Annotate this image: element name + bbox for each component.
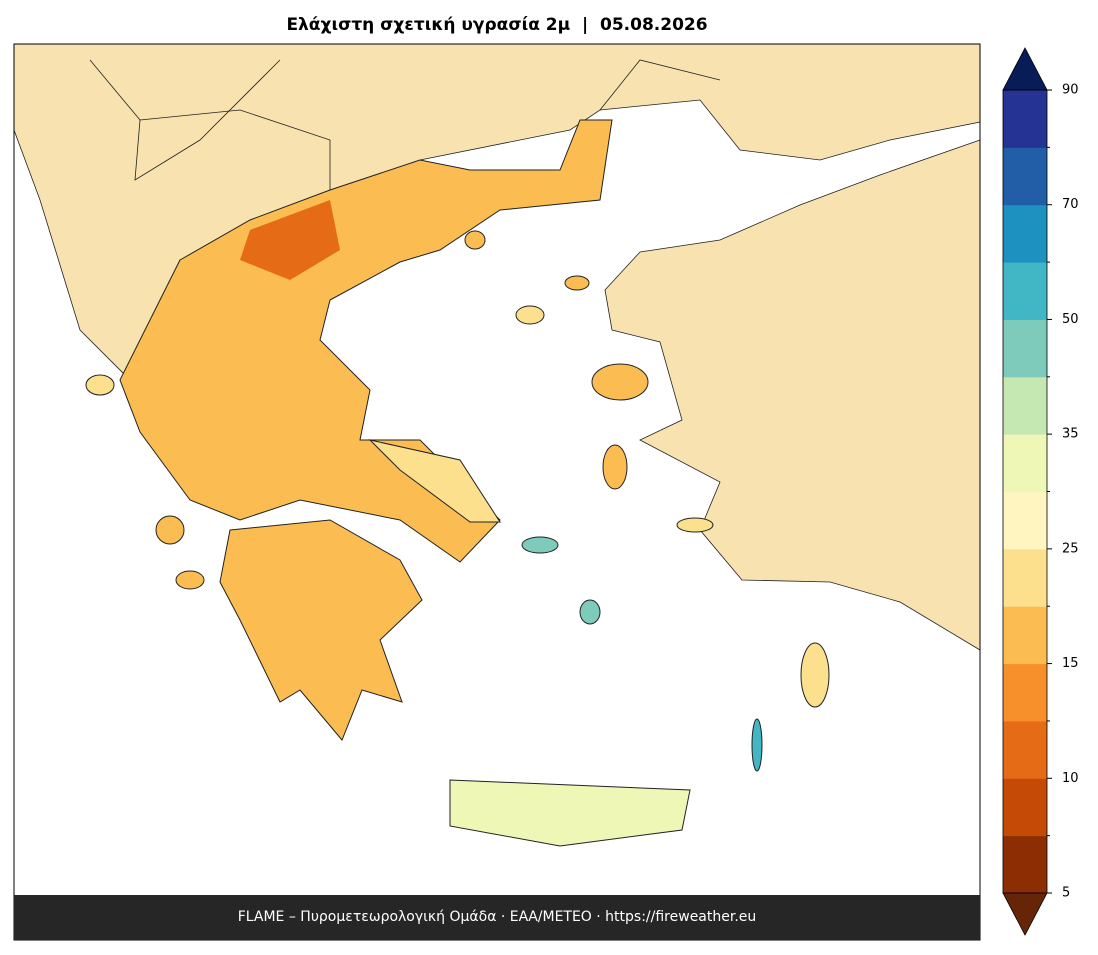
colorbar-segment bbox=[1003, 262, 1047, 320]
colorbar-segment bbox=[1003, 491, 1047, 550]
border bbox=[89, 59, 281, 181]
colorbar-segment bbox=[1003, 204, 1047, 263]
colorbar-segment bbox=[1003, 835, 1047, 894]
map-title: Ελάχιστη σχετική υγρασία 2μ | 05.08.2026 bbox=[286, 15, 707, 35]
island bbox=[602, 444, 628, 490]
mainland bbox=[119, 119, 613, 563]
colorbar-tick-label: 90 bbox=[1062, 83, 1079, 98]
border bbox=[139, 109, 331, 190]
colorbar-segment bbox=[1003, 778, 1047, 837]
colorbar-extend-low bbox=[1002, 892, 1048, 936]
colorbar-segment bbox=[1003, 720, 1047, 779]
colorbar-tick-label: 35 bbox=[1062, 427, 1079, 442]
island bbox=[564, 275, 590, 291]
colorbar-tick-label: 15 bbox=[1062, 656, 1079, 671]
map: FLAME – Πυρομετεωρολογική Ομάδα · ΕΑΑ/ME… bbox=[13, 43, 981, 941]
colorbar-segment bbox=[1003, 319, 1047, 378]
island bbox=[155, 515, 185, 545]
island bbox=[591, 363, 649, 401]
island bbox=[751, 718, 763, 772]
colorbar-tick-label: 5 bbox=[1062, 886, 1070, 901]
colorbar-tick-label: 50 bbox=[1062, 312, 1079, 327]
colorbar-tick-label: 10 bbox=[1062, 771, 1079, 786]
land-east bbox=[604, 139, 981, 651]
island bbox=[521, 536, 559, 554]
island bbox=[579, 599, 601, 625]
colorbar-segment bbox=[1003, 376, 1047, 435]
colorbar-tick-label: 70 bbox=[1062, 197, 1079, 212]
island bbox=[175, 570, 205, 590]
evia bbox=[368, 439, 501, 523]
colorbar-segment bbox=[1003, 434, 1047, 492]
colorbar-segment bbox=[1003, 548, 1047, 607]
land-north bbox=[13, 43, 981, 381]
island bbox=[676, 517, 714, 533]
island bbox=[800, 642, 830, 708]
border bbox=[599, 59, 721, 111]
colorbar-segment bbox=[1003, 90, 1047, 148]
colorbar: 5 10 15 25 35 50 70 90 bbox=[1002, 47, 1079, 936]
hot-area bbox=[240, 200, 340, 280]
island bbox=[85, 374, 115, 396]
colorbar-extend-high bbox=[1002, 47, 1048, 91]
colorbar-segment bbox=[1003, 147, 1047, 206]
peloponnese bbox=[219, 519, 423, 741]
crete bbox=[449, 779, 691, 847]
colorbar-tick-label: 25 bbox=[1062, 541, 1079, 556]
footer-bar bbox=[14, 895, 980, 940]
footer-text: FLAME – Πυρομετεωρολογική Ομάδα · ΕΑΑ/ME… bbox=[238, 909, 757, 925]
island bbox=[464, 230, 486, 250]
island bbox=[515, 305, 545, 325]
colorbar-segment bbox=[1003, 606, 1047, 665]
colorbar-segment bbox=[1003, 663, 1047, 722]
